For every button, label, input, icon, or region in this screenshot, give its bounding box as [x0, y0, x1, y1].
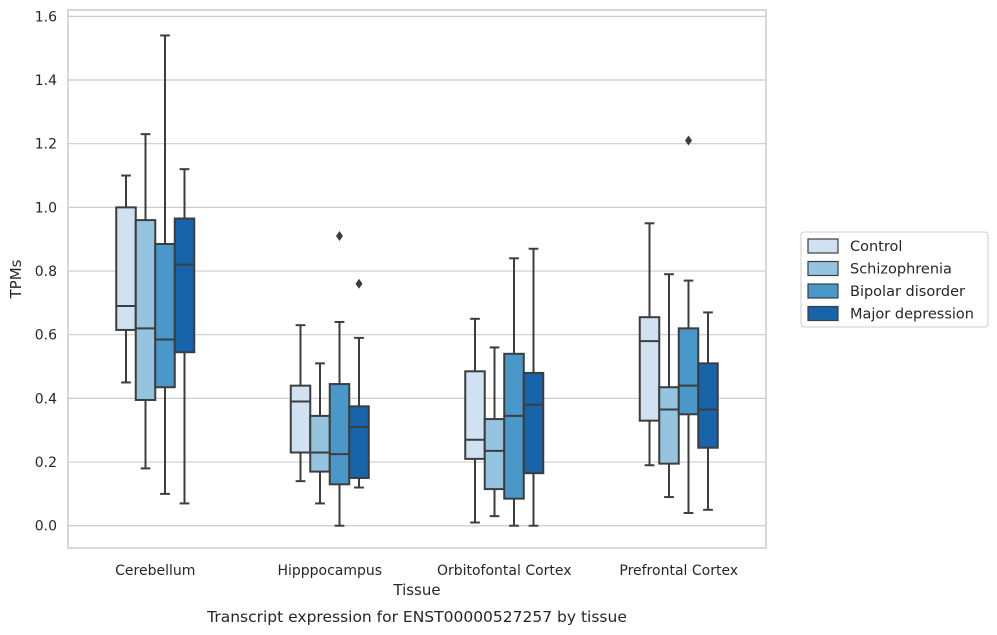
outlier-point	[355, 278, 363, 289]
legend-label: Schizophrenia	[850, 262, 952, 278]
box-iqr	[115, 206, 137, 331]
box-major-depression	[522, 247, 545, 527]
box-major-depression	[697, 311, 719, 511]
legend-swatch	[807, 283, 839, 299]
y-tick-label: 1.6	[35, 9, 57, 25]
box-iqr	[483, 418, 506, 491]
legend-swatch	[807, 238, 839, 254]
box-iqr	[309, 414, 331, 473]
box-bipolar-disorder	[503, 257, 525, 527]
legend-label: Bipolar disorder	[850, 284, 965, 300]
x-axis-label: Tissue	[392, 581, 440, 599]
outlier-point	[685, 135, 692, 146]
box-iqr	[154, 242, 176, 389]
box-major-depression	[348, 278, 370, 489]
box-iqr	[503, 352, 525, 500]
y-tick-label: 0.8	[35, 264, 57, 280]
box-major-depression	[173, 168, 196, 505]
box-iqr	[289, 384, 312, 454]
box-iqr	[173, 217, 196, 354]
box-schizophrenia	[309, 362, 331, 505]
x-tick-label: Orbitofontal Cortex	[437, 563, 572, 579]
y-tick-label: 0.0	[35, 519, 57, 535]
box-iqr	[697, 362, 719, 449]
y-tick-label: 0.2	[35, 455, 57, 471]
box-iqr	[522, 371, 545, 475]
legend: Control Schizophrenia Bipolar disorder Majo…	[800, 231, 989, 328]
outlier-point	[336, 231, 343, 242]
legend-frame	[800, 231, 989, 328]
y-tick-label: 1.4	[35, 73, 57, 89]
box-iqr	[677, 327, 700, 416]
box-iqr	[658, 386, 680, 465]
box-bipolar-disorder	[328, 231, 351, 527]
box-iqr	[464, 370, 486, 460]
y-tick-label: 1.2	[35, 137, 57, 153]
chart-caption: Transcript expression for ENST0000052725…	[206, 608, 627, 626]
y-tick-label: 0.4	[35, 391, 57, 407]
box-control	[289, 324, 312, 483]
box-schizophrenia	[134, 133, 157, 470]
x-tick-label: Cerebellum	[115, 563, 195, 579]
x-tick-label: Prefrontal Cortex	[619, 563, 738, 579]
box-control	[115, 174, 137, 384]
box-iqr	[638, 316, 661, 422]
box-iqr	[328, 383, 351, 486]
box-iqr	[134, 219, 157, 401]
y-tick-label: 0.6	[35, 328, 57, 344]
box-control	[638, 222, 661, 467]
x-axis-ticks: Cerebellum Hipppocampus Orbitofontal Corte…	[115, 563, 738, 579]
box-iqr	[348, 405, 370, 479]
plot-frame	[67, 9, 767, 549]
legend-swatch	[807, 260, 839, 277]
y-tick-label: 1.0	[35, 200, 57, 216]
box-control	[464, 317, 486, 524]
box-schizophrenia	[658, 273, 680, 499]
box-bipolar-disorder	[677, 135, 700, 514]
y-axis-label: TPMs	[7, 259, 25, 299]
box-bipolar-disorder	[154, 34, 176, 495]
box-groups	[115, 34, 719, 527]
legend-label: Major depression	[850, 307, 974, 323]
legend-swatch	[807, 305, 839, 322]
legend-label: Control	[850, 239, 902, 255]
y-axis-ticks: 0.0 0.2 0.4 0.6 0.8 1.0 1.2 1.4 1.6	[35, 9, 57, 534]
x-tick-label: Hipppocampus	[277, 563, 382, 579]
box-schizophrenia	[483, 346, 506, 518]
